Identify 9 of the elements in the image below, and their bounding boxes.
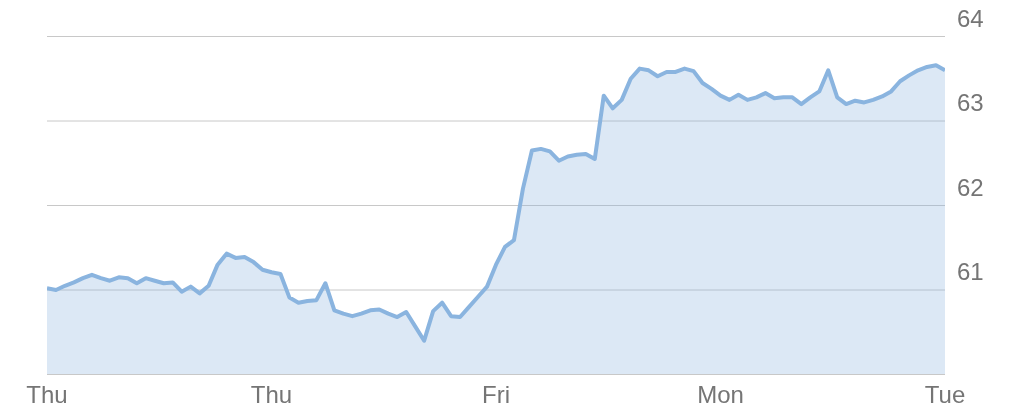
x-tick-label: Mon [697, 380, 744, 408]
y-tick-label: 63 [957, 89, 984, 116]
y-tick-label: 62 [957, 173, 984, 201]
y-tick-label: 64 [957, 4, 984, 32]
x-tick-label: Tue [924, 380, 966, 408]
x-tick-label: Thu [250, 380, 293, 408]
x-tick-label: Fri [482, 380, 510, 408]
x-tick-label: Thu [26, 380, 68, 408]
y-tick-label: 61 [957, 258, 984, 285]
